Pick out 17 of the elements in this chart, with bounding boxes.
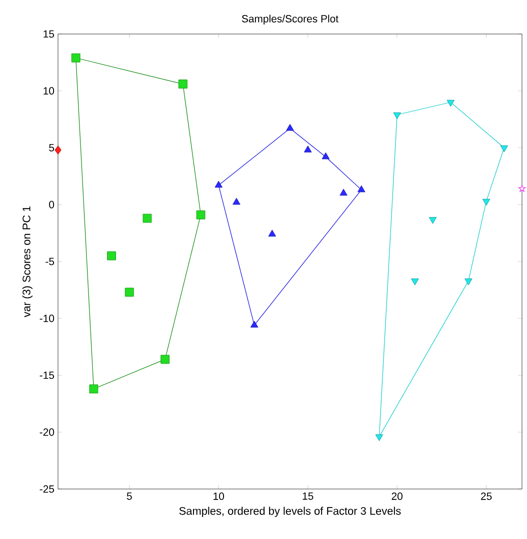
- x-tick-label: 15: [302, 492, 314, 500]
- y-tick-label: 5: [49, 144, 54, 152]
- y-tick-label: -20: [40, 428, 54, 436]
- y-tick-label: 15: [44, 30, 54, 38]
- x-axis-title: Samples, ordered by levels of Factor 3 Levels: [179, 506, 401, 517]
- y-tick-label: -10: [40, 314, 54, 322]
- x-tick-label: 5: [126, 492, 132, 500]
- chart-title: Samples/Scores Plot: [242, 14, 338, 24]
- y-tick-label: 10: [44, 87, 54, 95]
- y-tick-label: -25: [40, 485, 54, 493]
- x-tick-label: 10: [214, 492, 224, 500]
- y-axis-title: var (3) Scores on PC 1: [22, 206, 33, 318]
- x-tick-label: 25: [481, 492, 492, 500]
- y-tick-label: 0: [49, 200, 54, 208]
- y-tick-label: -5: [46, 258, 54, 266]
- y-tick-label: -15: [40, 372, 54, 379]
- x-tick-label: 20: [392, 492, 402, 500]
